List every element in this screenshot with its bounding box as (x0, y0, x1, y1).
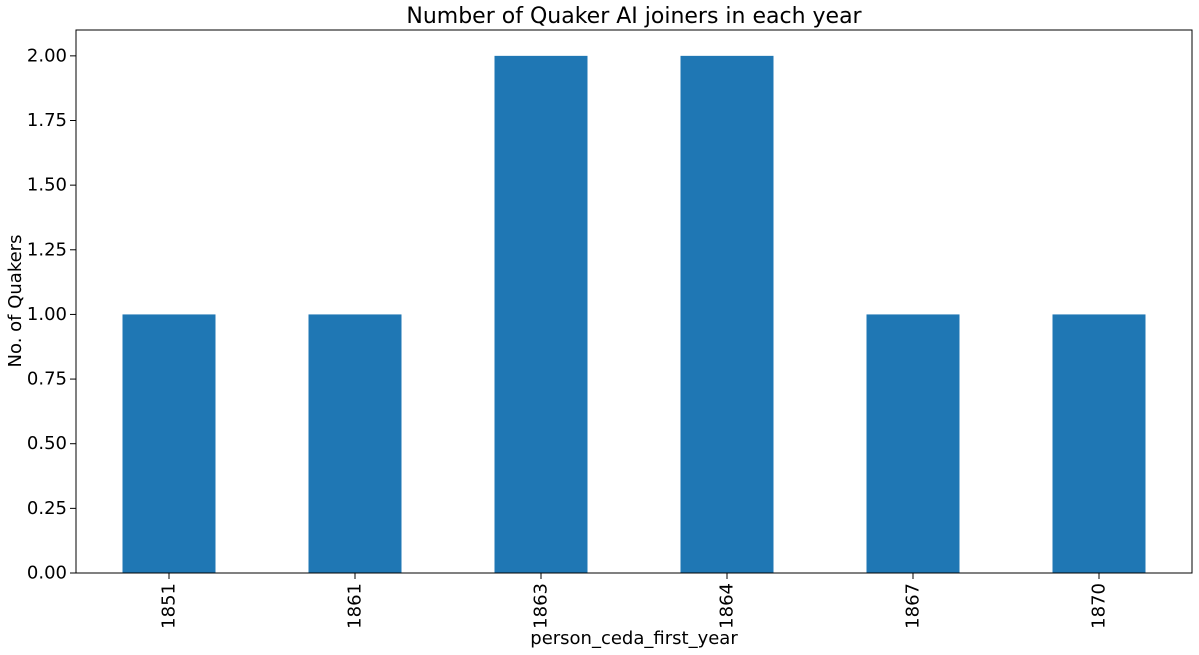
chart-title: Number of Quaker AI joiners in each year (406, 4, 862, 29)
x-axis-ticks: 1851 1861 1863 1864 1867 1870 (159, 573, 1110, 629)
y-axis-label: No. of Quakers (5, 235, 26, 368)
bar-1851 (122, 314, 216, 573)
x-tick-label: 1870 (1089, 583, 1110, 629)
y-tick-label: 1.25 (27, 239, 67, 260)
x-tick-label: 1851 (159, 583, 180, 629)
plot-area (76, 30, 1192, 573)
bars-group (122, 55, 1146, 574)
y-axis-ticks: 0.00 0.25 0.50 0.75 1.00 1.25 1.50 1.75 2.00 (27, 45, 76, 584)
x-tick-label: 1861 (345, 583, 366, 629)
y-tick-label: 0.50 (27, 433, 67, 454)
bar-1863 (494, 55, 588, 574)
plot-frame (75, 29, 1193, 574)
y-tick-label: 1.50 (27, 175, 67, 196)
x-axis-label: person_ceda_first_year (530, 628, 738, 649)
y-tick-label: 2.00 (27, 45, 67, 66)
bar-1867 (866, 314, 960, 573)
bar-1864 (680, 55, 774, 574)
x-tick-label: 1867 (903, 583, 924, 629)
x-tick-label: 1864 (717, 583, 738, 629)
y-tick-label: 0.25 (27, 498, 67, 519)
y-tick-label: 0.75 (27, 369, 67, 390)
y-tick-label: 1.00 (27, 304, 67, 325)
x-tick-label: 1863 (531, 583, 552, 629)
y-tick-label: 0.00 (27, 563, 67, 584)
bar-1870 (1052, 314, 1146, 573)
y-tick-label: 1.75 (27, 110, 67, 131)
bar-1861 (308, 314, 402, 573)
